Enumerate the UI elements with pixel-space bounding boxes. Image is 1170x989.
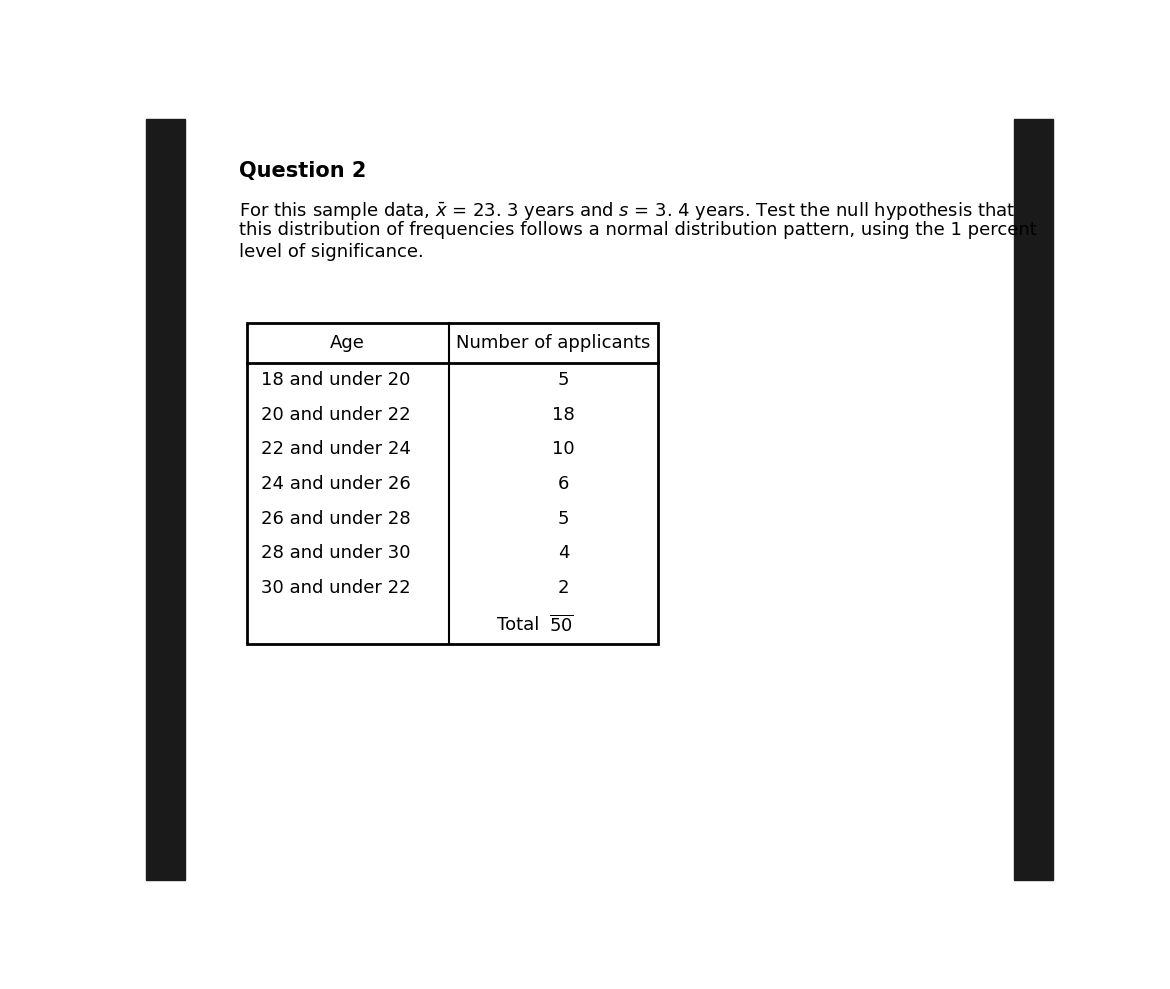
Text: 4: 4 — [558, 544, 570, 563]
Text: 6: 6 — [558, 475, 570, 494]
Text: this distribution of frequencies follows a normal distribution pattern, using th: this distribution of frequencies follows… — [239, 222, 1037, 239]
Text: 18: 18 — [552, 405, 574, 423]
Text: 26 and under 28: 26 and under 28 — [261, 509, 411, 528]
Text: Question 2: Question 2 — [239, 161, 366, 181]
Text: 18 and under 20: 18 and under 20 — [261, 371, 411, 389]
Text: $\overline{50}$: $\overline{50}$ — [549, 614, 574, 635]
Text: Total: Total — [497, 615, 545, 634]
Bar — [146, 119, 185, 880]
Text: 5: 5 — [558, 371, 570, 389]
Text: Number of applicants: Number of applicants — [456, 333, 651, 352]
Text: 24 and under 26: 24 and under 26 — [261, 475, 411, 494]
Text: 28 and under 30: 28 and under 30 — [261, 544, 411, 563]
Text: level of significance.: level of significance. — [239, 242, 424, 261]
Text: 20 and under 22: 20 and under 22 — [261, 405, 411, 423]
Text: Age: Age — [330, 333, 365, 352]
Text: 22 and under 24: 22 and under 24 — [261, 440, 411, 458]
Text: For this sample data, $\bar{x}$ = 23. 3 years and $s$ = 3. 4 years. Test the nul: For this sample data, $\bar{x}$ = 23. 3 … — [239, 200, 1016, 222]
Text: 30 and under 22: 30 and under 22 — [261, 579, 411, 597]
Text: 2: 2 — [558, 579, 570, 597]
Bar — [1014, 119, 1053, 880]
Bar — [247, 322, 658, 644]
Text: 10: 10 — [552, 440, 574, 458]
Text: 5: 5 — [558, 509, 570, 528]
